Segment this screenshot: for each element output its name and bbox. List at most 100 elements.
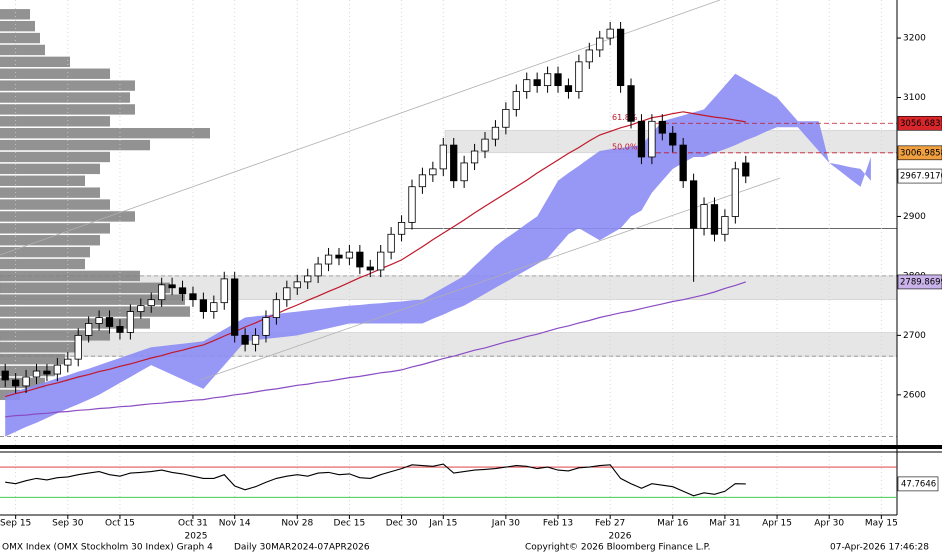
candle-body — [314, 263, 322, 277]
price-label-box — [897, 168, 942, 184]
volume-profile-bar — [0, 92, 130, 103]
volume-profile-bar — [0, 175, 85, 186]
candle-body — [575, 61, 583, 92]
candle-body — [533, 79, 541, 87]
volume-profile-bar — [0, 116, 110, 127]
x-tick-label: May 15 — [865, 519, 898, 529]
candle-body — [418, 174, 427, 188]
volume-profile-bar — [0, 80, 135, 91]
candle-body — [251, 334, 260, 345]
price-label-box — [897, 145, 942, 161]
candle-body — [606, 28, 614, 39]
candle-body — [710, 204, 719, 235]
candle-body — [116, 326, 124, 333]
candle-body — [241, 334, 249, 345]
x-tick-label: Oct 31 — [178, 519, 208, 529]
volume-profile-bar — [0, 68, 110, 79]
y-tick-label: 2600 — [903, 390, 926, 400]
candle-body — [460, 162, 468, 182]
volume-profile-bar — [0, 223, 110, 234]
x-tick-label: Apr 15 — [762, 519, 792, 529]
price-label: 3056.6831 — [900, 119, 942, 129]
candle-body — [335, 254, 343, 259]
candle-body — [616, 28, 625, 87]
candle-body — [408, 186, 416, 223]
candle-body — [43, 370, 51, 375]
candle-body — [366, 266, 374, 271]
rsi-label: 47.7646 — [901, 479, 936, 489]
moving-average-line — [5, 281, 746, 418]
candle-body — [231, 278, 239, 336]
y-tick-label: 2900 — [903, 212, 926, 222]
candle-body — [700, 204, 708, 229]
candle-body — [12, 379, 20, 387]
candle-body — [596, 37, 604, 51]
candle-body — [178, 287, 187, 295]
x-tick-label: Jan 30 — [491, 519, 520, 529]
y-tick-label: 3100 — [903, 93, 926, 103]
trend-line — [199, 177, 781, 381]
rsi-label-box — [897, 476, 939, 492]
x-tick-label: Dec 30 — [386, 519, 418, 529]
x-tick-label: Oct 15 — [105, 519, 135, 529]
volume-profile-bar — [0, 365, 55, 377]
candle-body — [450, 144, 458, 182]
candle-body — [345, 251, 354, 259]
volume-profile-bar — [0, 246, 90, 258]
footer-text: Copyright© 2026 Bloomberg Finance L.P. — [525, 543, 710, 552]
candle-body — [512, 91, 520, 110]
volume-profile-bar — [0, 353, 65, 365]
fib-label: 61.8% — [612, 113, 638, 122]
fib-label: 50.0% — [612, 142, 638, 151]
candle-body — [32, 370, 41, 378]
candle-body — [262, 317, 270, 336]
candle-body — [283, 287, 291, 301]
candle-body — [689, 180, 698, 229]
candle-body — [377, 251, 385, 271]
panel-divider — [0, 445, 942, 449]
candles-layer — [1, 22, 750, 394]
candle-body — [324, 254, 333, 265]
candle-body — [648, 120, 656, 158]
x-tick-label: Feb 27 — [595, 519, 625, 529]
moving-average-line — [5, 111, 746, 398]
x-tick-label: Sep 15 — [0, 519, 31, 529]
x-tick-label: Jan 15 — [428, 519, 457, 529]
candle-body — [64, 358, 72, 366]
zone — [0, 332, 898, 357]
candle-body — [564, 85, 573, 92]
candle-body — [22, 376, 30, 387]
lines-layer: 61.8% 50.0% — [5, 111, 897, 418]
candle-body — [105, 317, 114, 327]
candle-body — [1, 370, 9, 381]
volume-profile-bar — [0, 282, 170, 293]
x-tick-label: Sep 30 — [52, 519, 84, 529]
candle-body — [356, 251, 364, 268]
candle-body — [272, 299, 281, 318]
candle-body — [210, 302, 218, 312]
candle-body — [502, 109, 510, 128]
volume-profile-bar — [0, 187, 100, 198]
candle-body — [721, 216, 729, 235]
y-tick-label: 2700 — [903, 331, 926, 341]
candle-body — [220, 278, 228, 304]
footer-text: Daily 30MAR2024-07APR2026 — [234, 543, 370, 552]
volume-profile-bar — [0, 270, 140, 282]
candle-body — [137, 305, 145, 312]
volume-profile-bar — [0, 56, 70, 68]
rsi-line — [5, 463, 746, 497]
candle-body — [637, 120, 646, 158]
candle-body — [627, 85, 635, 122]
cloud-layer — [5, 73, 871, 437]
footer-text: OMX Index (OMX Stockholm 30 Index) Graph… — [2, 543, 213, 552]
volume-profile-bar — [0, 342, 75, 353]
volume-profile-bar — [0, 330, 110, 341]
candle-body — [585, 49, 593, 63]
candle-body — [304, 275, 312, 283]
volume-profile-bar — [0, 306, 190, 317]
footer-text: 07-Apr-2026 17:46:28 — [830, 543, 929, 552]
candle-body — [523, 79, 531, 92]
candle-body — [168, 284, 176, 289]
volume-profile-bar — [0, 104, 135, 115]
